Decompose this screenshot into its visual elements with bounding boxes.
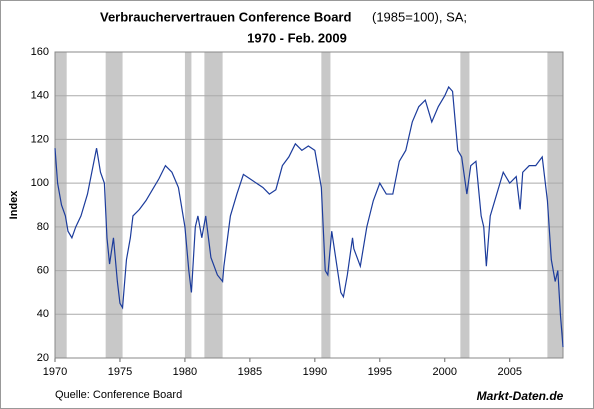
data-line [54, 85, 564, 348]
y-axis-label: Index [8, 190, 20, 220]
y-tick-label: 160 [31, 46, 49, 58]
recession-band [105, 52, 123, 358]
y-tick-label: 60 [37, 264, 49, 276]
x-tick-label: 1990 [303, 366, 327, 378]
recession-band [460, 52, 470, 358]
y-tick-label: 80 [37, 221, 49, 233]
chart-subtitle: 1970 - Feb. 2009 [247, 30, 347, 45]
y-tick-label: 140 [31, 90, 49, 102]
x-tick-label: 1975 [108, 366, 132, 378]
x-tick-label: 1970 [43, 366, 67, 378]
source: Quelle: Conference Board [55, 389, 182, 401]
brand: Markt-Daten.de [477, 389, 564, 403]
plot-area [55, 52, 563, 358]
recession-band [184, 52, 192, 358]
x-tick-label: 2005 [497, 366, 521, 378]
y-tick-label: 120 [31, 133, 49, 145]
recession-band [547, 52, 563, 358]
recession-band [204, 52, 223, 358]
recession-band [55, 52, 67, 358]
y-tick-label: 20 [37, 352, 49, 364]
chart-title-suffix: (1985=100), SA; [372, 9, 467, 24]
x-tick-label: 1980 [173, 366, 197, 378]
y-tick-label: 40 [37, 308, 49, 320]
x-tick-label: 2000 [433, 366, 457, 378]
x-tick-label: 1995 [368, 366, 392, 378]
chart-title: Verbrauchervertrauen Conference Board [100, 9, 351, 24]
x-tick-label: 1985 [238, 366, 262, 378]
plot-border [54, 51, 564, 359]
y-tick-label: 100 [31, 177, 49, 189]
recession-band [321, 52, 331, 358]
